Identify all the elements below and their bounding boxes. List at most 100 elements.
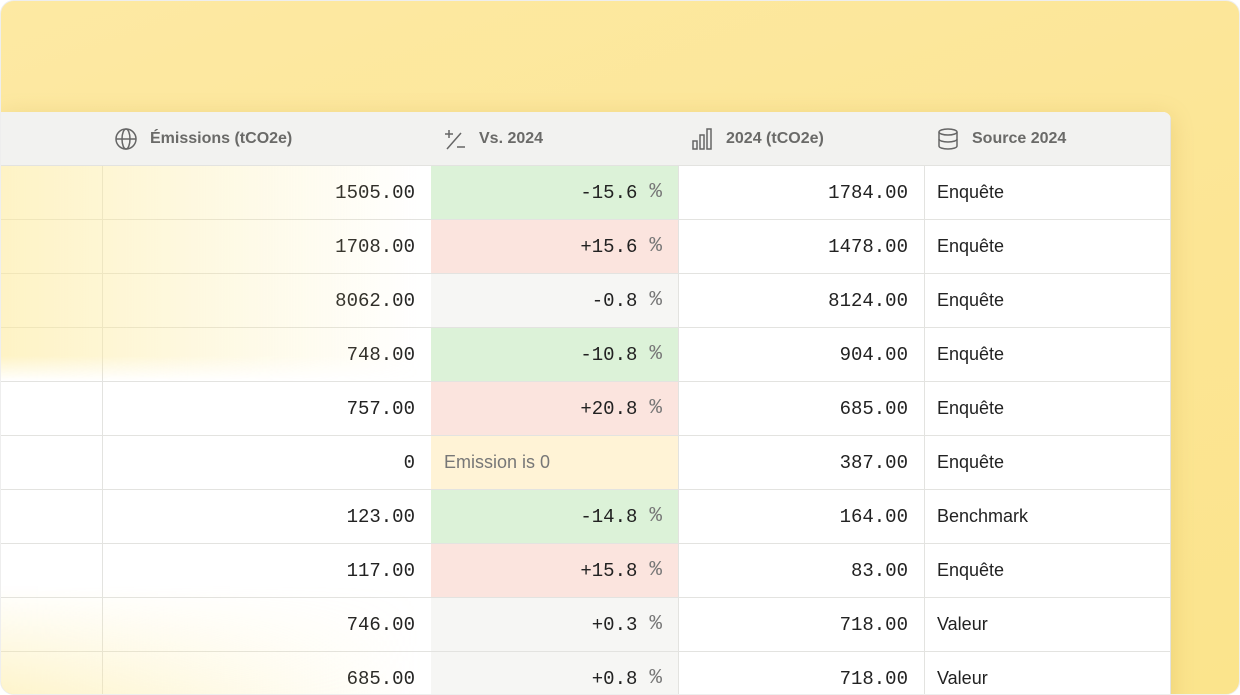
emissions-cell: 117.00 bbox=[102, 544, 432, 598]
row-cell bbox=[1, 220, 103, 274]
emissions-cell: 1505.00 bbox=[102, 166, 432, 220]
percent-sign: % bbox=[649, 181, 662, 204]
emissions-cell: 8062.00 bbox=[102, 274, 432, 328]
emissions-cell-text: 757.00 bbox=[346, 397, 415, 420]
vs-cell-text: Emission is 0 bbox=[444, 452, 551, 472]
emissions-cell-text: 0 bbox=[403, 451, 415, 474]
vs-cell-text: +0.8 bbox=[591, 667, 638, 690]
previous-cell-text: 8124.00 bbox=[828, 289, 908, 312]
emissions-cell: 748.00 bbox=[102, 328, 432, 382]
source-cell-text: Valeur bbox=[937, 614, 988, 634]
previous-cell-text: 83.00 bbox=[850, 559, 908, 582]
row-cell bbox=[1, 382, 103, 436]
previous-cell: 83.00 bbox=[678, 544, 925, 598]
previous-cell-text: 164.00 bbox=[839, 505, 908, 528]
percent-sign: % bbox=[649, 667, 662, 690]
header-label: Vs. 2024 bbox=[479, 129, 544, 147]
previous-cell: 8124.00 bbox=[678, 274, 925, 328]
row-cell bbox=[1, 490, 103, 544]
vs-cell: -0.8% bbox=[431, 274, 679, 328]
header-label: Émissions (tCO2e) bbox=[150, 129, 293, 147]
row-cell bbox=[1, 436, 103, 490]
previous-cell: 387.00 bbox=[678, 436, 925, 490]
percent-sign: % bbox=[649, 289, 662, 312]
emissions-cell-text: 685.00 bbox=[346, 667, 415, 690]
vs-cell: +20.8% bbox=[431, 382, 679, 436]
header-cell: 2024 (tCO2e) bbox=[678, 112, 925, 166]
bar-icon bbox=[692, 127, 712, 150]
previous-cell-text: 718.00 bbox=[839, 613, 908, 636]
previous-cell: 718.00 bbox=[678, 652, 925, 694]
previous-cell-text: 718.00 bbox=[839, 667, 908, 690]
vs-cell-text: -0.8 bbox=[591, 289, 638, 312]
source-cell-text: Valeur bbox=[937, 668, 988, 688]
source-cell-text: Enquête bbox=[937, 290, 1005, 310]
previous-cell-text: 387.00 bbox=[839, 451, 908, 474]
emissions-cell-text: 1505.00 bbox=[335, 181, 415, 204]
emissions-cell: 746.00 bbox=[102, 598, 432, 652]
percent-sign: % bbox=[649, 505, 662, 528]
emissions-cell: 0 bbox=[102, 436, 432, 490]
vs-cell: +15.6% bbox=[431, 220, 679, 274]
previous-cell-text: 1784.00 bbox=[828, 181, 908, 204]
source-cell: Enquête bbox=[924, 220, 1171, 274]
previous-cell: 904.00 bbox=[678, 328, 925, 382]
vs-cell: Emission is 0 bbox=[431, 436, 679, 490]
plus-minus-icon bbox=[445, 129, 465, 149]
source-cell: Valeur bbox=[924, 598, 1171, 652]
previous-cell: 1478.00 bbox=[678, 220, 925, 274]
emissions-cell-text: 8062.00 bbox=[335, 289, 415, 312]
header-label: 2024 (tCO2e) bbox=[726, 129, 824, 147]
previous-cell: 685.00 bbox=[678, 382, 925, 436]
source-cell: Benchmark bbox=[924, 490, 1171, 544]
row-cell bbox=[1, 328, 103, 382]
vs-cell-text: -14.8 bbox=[580, 505, 638, 528]
vs-cell: +0.3% bbox=[431, 598, 679, 652]
percent-sign: % bbox=[649, 559, 662, 582]
source-cell: Enquête bbox=[924, 166, 1171, 220]
source-cell: Enquête bbox=[924, 274, 1171, 328]
source-cell: Enquête bbox=[924, 382, 1171, 436]
previous-cell-text: 1478.00 bbox=[828, 235, 908, 258]
previous-cell: 718.00 bbox=[678, 598, 925, 652]
header-cell: Émissions (tCO2e) bbox=[102, 112, 432, 166]
previous-cell: 1784.00 bbox=[678, 166, 925, 220]
previous-cell: 164.00 bbox=[678, 490, 925, 544]
vs-cell: +15.8% bbox=[431, 544, 679, 598]
source-cell: Enquête bbox=[924, 436, 1171, 490]
source-cell-text: Enquête bbox=[937, 452, 1005, 472]
emissions-cell-text: 748.00 bbox=[346, 343, 415, 366]
percent-sign: % bbox=[649, 343, 662, 366]
emissions-cell-text: 117.00 bbox=[346, 559, 415, 582]
emissions-cell: 757.00 bbox=[102, 382, 432, 436]
row-cell bbox=[1, 652, 103, 694]
vs-cell: -15.6% bbox=[431, 166, 679, 220]
header-cell: Vs. 2024 bbox=[431, 112, 679, 166]
emissions-cell: 1708.00 bbox=[102, 220, 432, 274]
percent-sign: % bbox=[649, 235, 662, 258]
vs-cell: -14.8% bbox=[431, 490, 679, 544]
source-cell: Valeur bbox=[924, 652, 1171, 694]
vs-cell-text: +0.3 bbox=[591, 613, 638, 636]
header-cell bbox=[1, 112, 103, 166]
database-icon bbox=[938, 127, 958, 150]
source-cell-text: Enquête bbox=[937, 182, 1005, 202]
vs-cell-text: -10.8 bbox=[580, 343, 638, 366]
vs-cell-text: +15.6 bbox=[580, 235, 638, 258]
vs-cell-text: +20.8 bbox=[580, 397, 638, 420]
vs-cell-text: +15.8 bbox=[580, 559, 638, 582]
source-cell: Enquête bbox=[924, 328, 1171, 382]
row-cell bbox=[1, 598, 103, 652]
previous-cell-text: 685.00 bbox=[839, 397, 908, 420]
source-cell-text: Enquête bbox=[937, 398, 1005, 418]
source-cell: Enquête bbox=[924, 544, 1171, 598]
emissions-cell: 685.00 bbox=[102, 652, 432, 694]
globe-icon bbox=[115, 127, 137, 150]
row-cell bbox=[1, 274, 103, 328]
vs-cell: +0.8% bbox=[431, 652, 679, 694]
row-cell bbox=[1, 544, 103, 598]
header-label: Source 2024 bbox=[972, 129, 1067, 147]
previous-cell-text: 904.00 bbox=[839, 343, 908, 366]
table: Émissions (tCO2e) Vs. 2024 2024 (tCO2e) … bbox=[1, 112, 1171, 694]
